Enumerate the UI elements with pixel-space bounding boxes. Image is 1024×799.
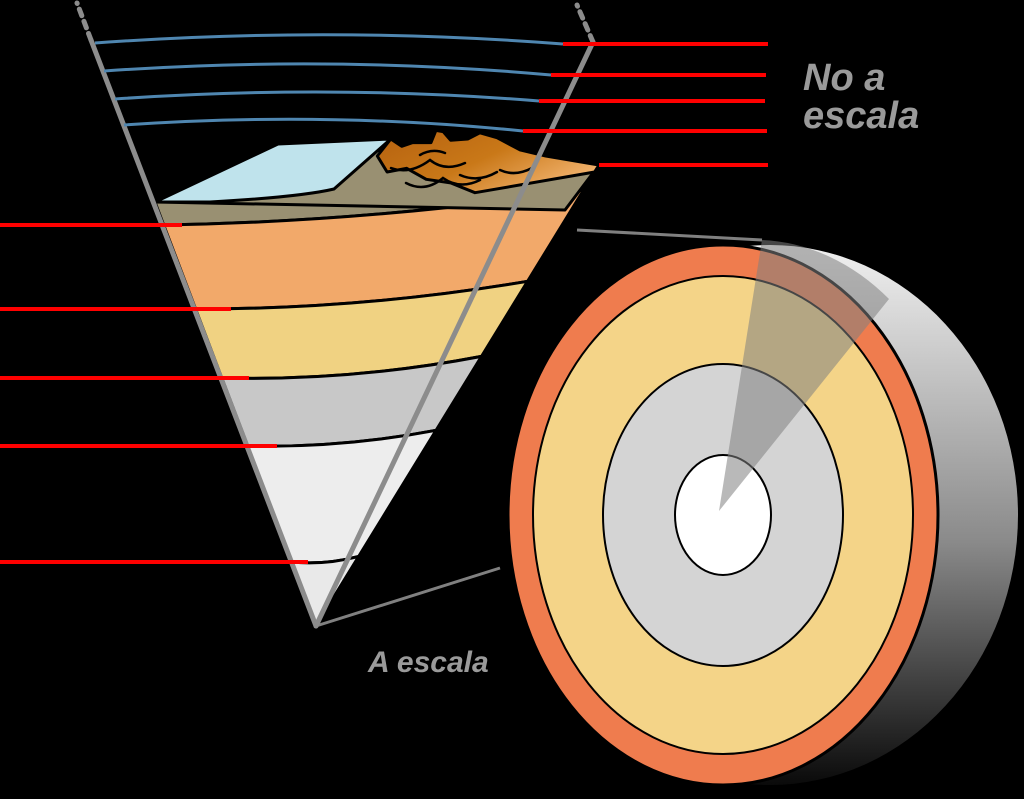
svg-text:escala: escala	[803, 95, 919, 137]
svg-text:No a: No a	[803, 57, 885, 99]
svg-text:A escala: A escala	[367, 646, 489, 679]
